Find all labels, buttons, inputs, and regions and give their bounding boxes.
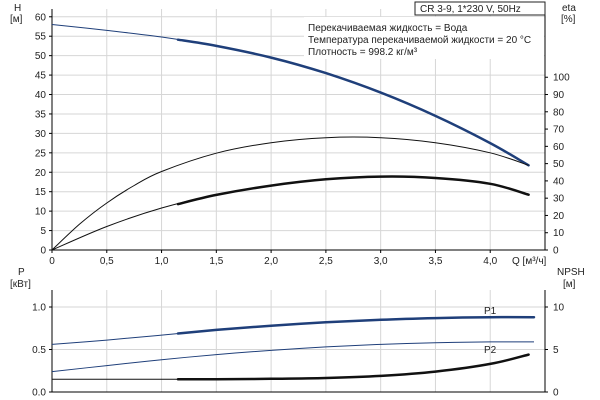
h-axis-label-line2: [м] bbox=[10, 14, 23, 25]
annotation-fluid: Перекачиваемая жидкость = Вода bbox=[308, 23, 468, 34]
annotation-density: Плотность = 998.2 кг/м³ bbox=[308, 47, 418, 58]
left-y-tick-label: 35 bbox=[35, 109, 47, 120]
x-tick-label: 4,0 bbox=[483, 256, 497, 267]
left-y-tick-label: 0 bbox=[40, 246, 46, 257]
npsh-axis-label-line2: [м] bbox=[563, 279, 576, 290]
x-tick-label: 2,5 bbox=[319, 256, 333, 267]
x-tick-label: 3,5 bbox=[428, 256, 442, 267]
title-box bbox=[414, 1, 546, 16]
left-y-tick-label: 5 bbox=[40, 226, 46, 237]
series-line-operating-0-2 bbox=[176, 175, 530, 206]
right-y-tick-label: 60 bbox=[553, 142, 565, 153]
top-chart-tick-labels: 0 5 10 15 20 25 30 35 40 45 50 55 60 0 10 20 30 40 50 60 70 8… bbox=[35, 12, 570, 267]
series-label-p2: P2 bbox=[484, 345, 497, 356]
left-y-tick-label: 55 bbox=[35, 32, 47, 43]
right-y-tick-label: 100 bbox=[553, 73, 570, 84]
bottom-chart-tick-labels: 0.0 0.5 1.0 0 5 10 bbox=[32, 303, 564, 399]
left-y-tick-label: 25 bbox=[35, 148, 47, 159]
right-y-tick-label: 10 bbox=[553, 303, 565, 314]
left-y-tick-label: 0.0 bbox=[32, 388, 46, 399]
series-line-1-0 bbox=[51, 316, 535, 345]
top-chart-curves bbox=[51, 24, 530, 251]
x-tick-label: 3,0 bbox=[374, 256, 388, 267]
left-y-tick-label: 15 bbox=[35, 187, 47, 198]
left-y-tick-label: 60 bbox=[35, 12, 47, 23]
left-y-tick-label: 30 bbox=[35, 129, 47, 140]
right-y-tick-label: 80 bbox=[553, 107, 565, 118]
right-y-tick-label: 30 bbox=[553, 194, 565, 205]
left-y-tick-label: 10 bbox=[35, 207, 47, 218]
annotation-background bbox=[304, 17, 544, 59]
right-y-tick-label: 20 bbox=[553, 211, 565, 222]
left-y-tick-label: 20 bbox=[35, 168, 47, 179]
bottom-chart-grid bbox=[52, 290, 546, 392]
eta-axis-label-line1: eta bbox=[562, 3, 576, 14]
h-axis-label-line1: H bbox=[14, 3, 21, 14]
series-line-operating-0-0 bbox=[176, 38, 530, 167]
x-tick-label: 0 bbox=[49, 256, 55, 267]
eta-axis-label-line2: [%] bbox=[561, 14, 576, 25]
npsh-axis-label-line1: NPSH bbox=[557, 267, 585, 278]
series-line-0-1 bbox=[51, 136, 529, 251]
x-tick-label: 2,0 bbox=[264, 256, 278, 267]
left-y-tick-label: 40 bbox=[35, 90, 47, 101]
series-line-operating-1-0 bbox=[176, 315, 536, 335]
right-y-tick-label: 90 bbox=[553, 90, 565, 101]
right-y-tick-label: 5 bbox=[553, 345, 559, 356]
p-axis-label-line1: P bbox=[18, 267, 25, 278]
right-y-tick-label: 10 bbox=[553, 228, 565, 239]
x-tick-label: 1,5 bbox=[209, 256, 223, 267]
right-y-tick-label: 0 bbox=[553, 388, 559, 399]
right-y-tick-label: 40 bbox=[553, 176, 565, 187]
series-line-0-2 bbox=[51, 176, 529, 251]
chart-title: CR 3-9, 1*230 V, 50Hz bbox=[420, 4, 521, 15]
q-axis-label: Q [м³/ч] bbox=[512, 256, 547, 267]
annotation-temperature: Температура перекачиваемой жидкости = 20… bbox=[308, 35, 531, 46]
series-line-1-2 bbox=[52, 354, 529, 380]
bottom-chart-curves bbox=[51, 315, 536, 381]
left-y-tick-label: 1.0 bbox=[32, 303, 46, 314]
left-y-tick-label: 45 bbox=[35, 71, 47, 82]
series-label-p1: P1 bbox=[484, 306, 497, 317]
series-line-operating-1-2 bbox=[176, 353, 530, 381]
right-y-tick-label: 50 bbox=[553, 159, 565, 170]
x-tick-label: 0,5 bbox=[100, 256, 114, 267]
series-line-1-1 bbox=[51, 341, 535, 373]
left-y-tick-label: 0.5 bbox=[32, 345, 46, 356]
right-y-tick-label: 0 bbox=[553, 246, 559, 257]
left-y-tick-label: 50 bbox=[35, 51, 47, 62]
right-y-tick-label: 70 bbox=[553, 125, 565, 136]
x-tick-label: 1,0 bbox=[155, 256, 169, 267]
p-axis-label-line2: [кВт] bbox=[10, 279, 31, 290]
